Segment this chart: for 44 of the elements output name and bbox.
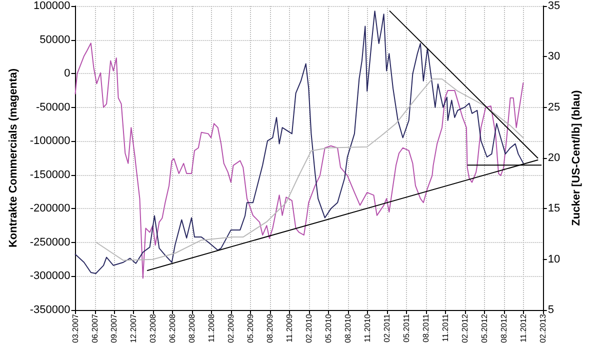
y-tick-label: 100000 bbox=[34, 0, 70, 12]
x-tick-label: 08.2011 bbox=[421, 313, 430, 342]
x-tick-label: 02.2012 bbox=[460, 313, 470, 343]
y2-axis-title: Zucker [US-Cent/lb] (blau) bbox=[570, 90, 582, 226]
x-tick-label: 11.2008 bbox=[207, 313, 216, 342]
x-tick-label: 02.2010 bbox=[304, 313, 314, 343]
x-tick-label: 11.2011 bbox=[440, 313, 450, 342]
x-tick-label: 02.2013 bbox=[538, 313, 548, 343]
x-tick-label: 08.2009 bbox=[266, 313, 275, 343]
y-tick-label: -350000 bbox=[30, 304, 70, 316]
y-tick-label: -250000 bbox=[30, 236, 70, 248]
y2-tick-label: 10 bbox=[548, 253, 560, 266]
x-tick-label: 03.2008 bbox=[148, 313, 158, 343]
y-tick-label: -200000 bbox=[30, 202, 70, 215]
x-tick-label: 06.2007 bbox=[90, 313, 100, 343]
y-tick-label: -100000 bbox=[30, 135, 70, 148]
x-tick-label: 09.2007 bbox=[110, 313, 119, 343]
x-tick-label: 08.2012 bbox=[499, 313, 508, 343]
x-tick-label: 11.2009 bbox=[285, 313, 294, 342]
y2-tick-label: 35 bbox=[548, 0, 560, 12]
x-tick-label: 05.2011 bbox=[402, 313, 411, 342]
x-tick-label: 05.2009 bbox=[246, 313, 256, 343]
y2-tick-label: 20 bbox=[548, 152, 560, 164]
y-tick-label: -150000 bbox=[30, 168, 70, 181]
x-tick-label: 05.2010 bbox=[324, 313, 334, 343]
y2-tick-label: 25 bbox=[548, 101, 560, 114]
y-tick-label: -50000 bbox=[36, 101, 70, 114]
y-axis-title: Kontrakte Commercials (magenta) bbox=[8, 68, 20, 248]
y2-tick-label: 15 bbox=[548, 202, 560, 215]
y-tick-label: 0 bbox=[64, 68, 70, 80]
x-tick-label: 02.2011 bbox=[382, 313, 392, 342]
y-tick-label: 50000 bbox=[40, 34, 70, 46]
x-tick-label: 11.2010 bbox=[363, 313, 372, 342]
x-tick-label: 06.2008 bbox=[168, 313, 178, 343]
x-tick-label: 12.2007 bbox=[129, 313, 138, 343]
y-tick-label: -300000 bbox=[30, 270, 70, 282]
x-tick-label: 08.2010 bbox=[344, 313, 353, 343]
x-tick-label: 08.2008 bbox=[188, 313, 197, 343]
x-tick-label: 03.2007 bbox=[70, 313, 80, 343]
y2-tick-label: 5 bbox=[548, 304, 554, 316]
x-tick-label: 02.2009 bbox=[226, 313, 236, 343]
x-tick-label: 11.2012 bbox=[518, 313, 528, 342]
x-tick-label: 05.2012 bbox=[480, 313, 489, 343]
y2-tick-label: 30 bbox=[548, 50, 560, 63]
